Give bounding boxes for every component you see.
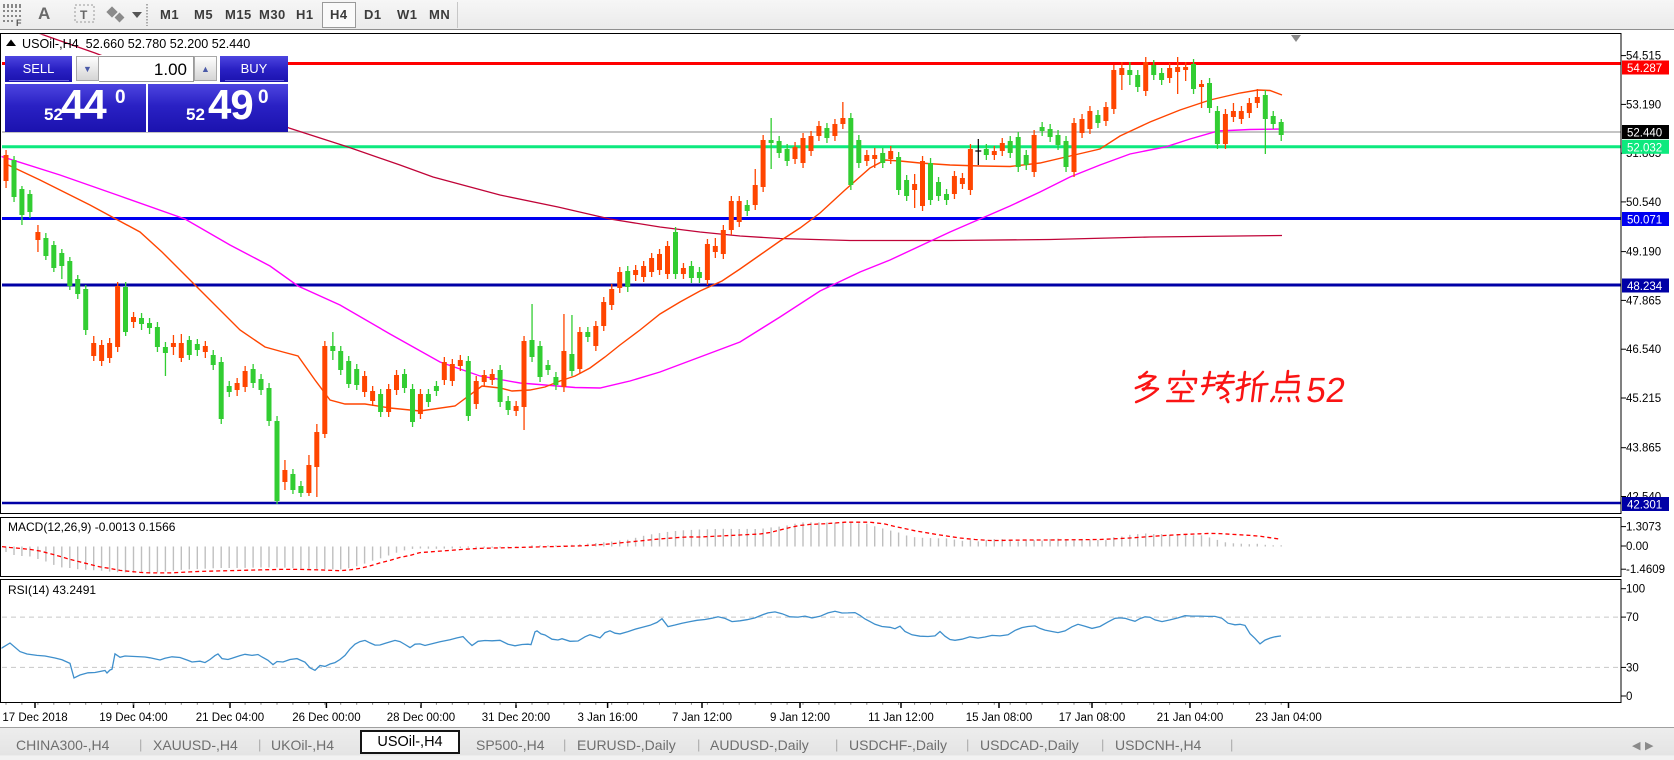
svg-text:47.865: 47.865 <box>1626 295 1661 307</box>
svg-text:15 Jan 08:00: 15 Jan 08:00 <box>966 712 1033 724</box>
svg-text:MACD(12,26,9) -0.0013 0.1566: MACD(12,26,9) -0.0013 0.1566 <box>8 520 176 534</box>
svg-text:52.440: 52.440 <box>1627 128 1662 140</box>
svg-text:19 Dec 04:00: 19 Dec 04:00 <box>99 712 167 724</box>
svg-text:70: 70 <box>1626 612 1639 624</box>
svg-text:50.071: 50.071 <box>1627 215 1662 227</box>
svg-text:26 Dec 00:00: 26 Dec 00:00 <box>292 712 360 724</box>
svg-text:54.515: 54.515 <box>1626 51 1661 63</box>
svg-text:49.190: 49.190 <box>1626 247 1661 259</box>
svg-text:100: 100 <box>1626 584 1645 596</box>
svg-text:21 Dec 04:00: 21 Dec 04:00 <box>196 712 264 724</box>
svg-text:43.865: 43.865 <box>1626 443 1661 455</box>
svg-text:23 Jan 04:00: 23 Jan 04:00 <box>1255 712 1322 724</box>
svg-text:28 Dec 00:00: 28 Dec 00:00 <box>387 712 455 724</box>
svg-text:0: 0 <box>1626 691 1632 703</box>
svg-text:45.215: 45.215 <box>1626 393 1661 405</box>
svg-text:1.3073: 1.3073 <box>1626 522 1661 534</box>
svg-text:54.287: 54.287 <box>1627 63 1662 75</box>
svg-text:50.540: 50.540 <box>1626 197 1661 209</box>
svg-text:48.234: 48.234 <box>1627 281 1663 293</box>
svg-text:53.190: 53.190 <box>1626 99 1661 111</box>
svg-text:52: 52 <box>1304 371 1348 410</box>
svg-text:30: 30 <box>1626 662 1639 674</box>
svg-text:31 Dec 20:00: 31 Dec 20:00 <box>482 712 550 724</box>
svg-text:11 Jan 12:00: 11 Jan 12:00 <box>868 712 934 724</box>
svg-text:3 Jan 16:00: 3 Jan 16:00 <box>578 712 638 724</box>
svg-text:52.032: 52.032 <box>1627 142 1662 154</box>
svg-text:F: F <box>16 18 22 28</box>
svg-text:T: T <box>80 8 88 22</box>
svg-text:-1.4609: -1.4609 <box>1626 564 1665 576</box>
svg-text:9 Jan 12:00: 9 Jan 12:00 <box>770 712 830 724</box>
svg-text:RSI(14) 43.2491: RSI(14) 43.2491 <box>8 583 96 597</box>
svg-text:21 Jan 04:00: 21 Jan 04:00 <box>1157 712 1224 724</box>
svg-text:46.540: 46.540 <box>1626 344 1661 356</box>
svg-text:17 Dec 2018: 17 Dec 2018 <box>2 712 67 724</box>
svg-text:USOil-,H4 52.660 52.780 52.20: USOil-,H4 52.660 52.780 52.200 52.440 <box>22 37 250 51</box>
svg-text:0.00: 0.00 <box>1626 541 1648 553</box>
svg-text:7 Jan 12:00: 7 Jan 12:00 <box>672 712 732 724</box>
svg-text:42.301: 42.301 <box>1627 500 1662 512</box>
svg-text:17 Jan 08:00: 17 Jan 08:00 <box>1059 712 1126 724</box>
